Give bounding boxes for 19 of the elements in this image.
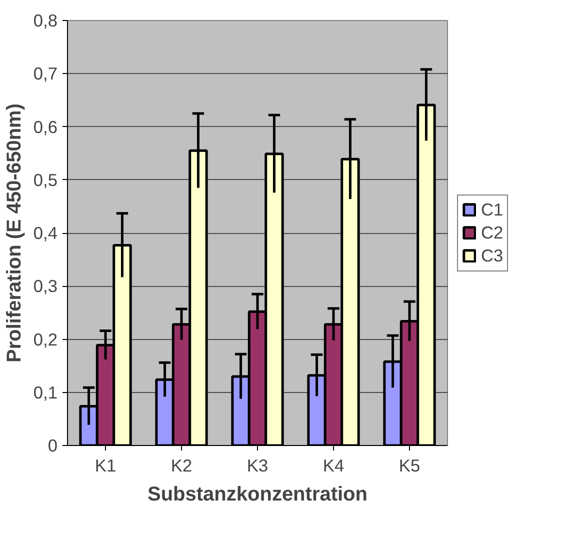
x-tick-label: K1 <box>94 456 116 476</box>
y-tick-label: 0,7 <box>33 64 58 84</box>
legend-label: C2 <box>481 222 504 243</box>
y-tick-label: 0 <box>48 436 58 456</box>
x-axis-title: Substanzkonzentration <box>147 484 368 506</box>
legend-label: C3 <box>481 245 504 266</box>
y-tick-label: 0,6 <box>33 116 58 137</box>
y-axis-title: Proliferation (E 450-650nm) <box>3 104 26 362</box>
x-tick-label: K3 <box>246 456 268 476</box>
y-tick-label: 0,5 <box>33 170 58 190</box>
x-tick-label: K4 <box>322 456 344 476</box>
y-tick-label: 0,2 <box>33 329 58 350</box>
y-tick-label: 0,8 <box>33 10 58 30</box>
y-tick-label: 0,4 <box>33 223 58 243</box>
legend-label: C1 <box>481 199 504 220</box>
x-tick-label: K5 <box>398 456 420 476</box>
y-tick-label: 0,3 <box>33 276 58 296</box>
x-tick-label: K2 <box>170 456 192 476</box>
y-tick-label: 0,1 <box>33 382 58 402</box>
